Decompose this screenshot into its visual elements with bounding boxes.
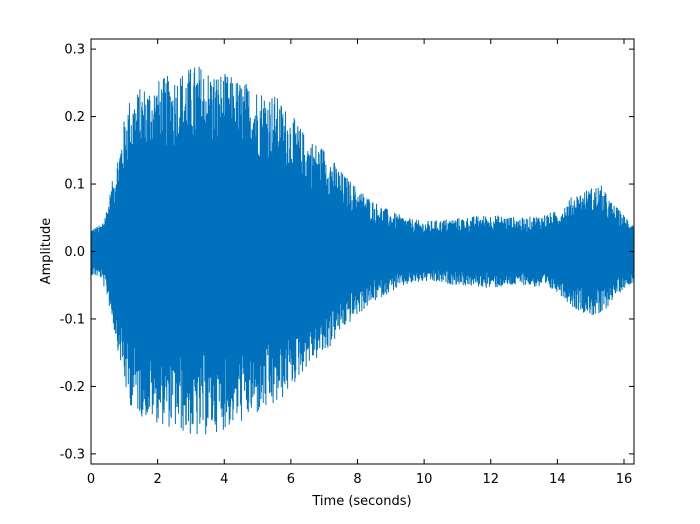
x-tick-label: 16 [616, 472, 633, 487]
y-tick-label: -0.2 [60, 380, 85, 395]
x-axis-label: Time (seconds) [311, 494, 411, 509]
y-tick-label: 0.3 [64, 43, 85, 58]
x-tick-label: 6 [287, 472, 295, 487]
x-tick-label: 0 [87, 472, 95, 487]
y-tick-label: 0.0 [64, 245, 85, 260]
x-tick-label: 10 [416, 472, 433, 487]
waveform-layer [91, 66, 634, 435]
x-tick-label: 8 [353, 472, 361, 487]
waveform-line [91, 66, 634, 435]
y-tick-label: 0.2 [64, 110, 85, 125]
y-tick-label: -0.1 [60, 312, 85, 327]
x-axis-ticks: 0 2 4 6 8 10 12 14 16 [87, 39, 632, 487]
y-axis-label: Amplitude [39, 218, 54, 285]
y-axis-ticks: 0.3 0.2 0.1 0.0 -0.1 -0.2 -0.3 [60, 43, 634, 462]
x-tick-label: 2 [153, 472, 161, 487]
x-tick-label: 12 [482, 472, 499, 487]
y-tick-label: 0.1 [64, 178, 85, 193]
x-tick-label: 14 [549, 472, 566, 487]
y-tick-label: -0.3 [60, 447, 85, 462]
x-tick-label: 4 [220, 472, 228, 487]
